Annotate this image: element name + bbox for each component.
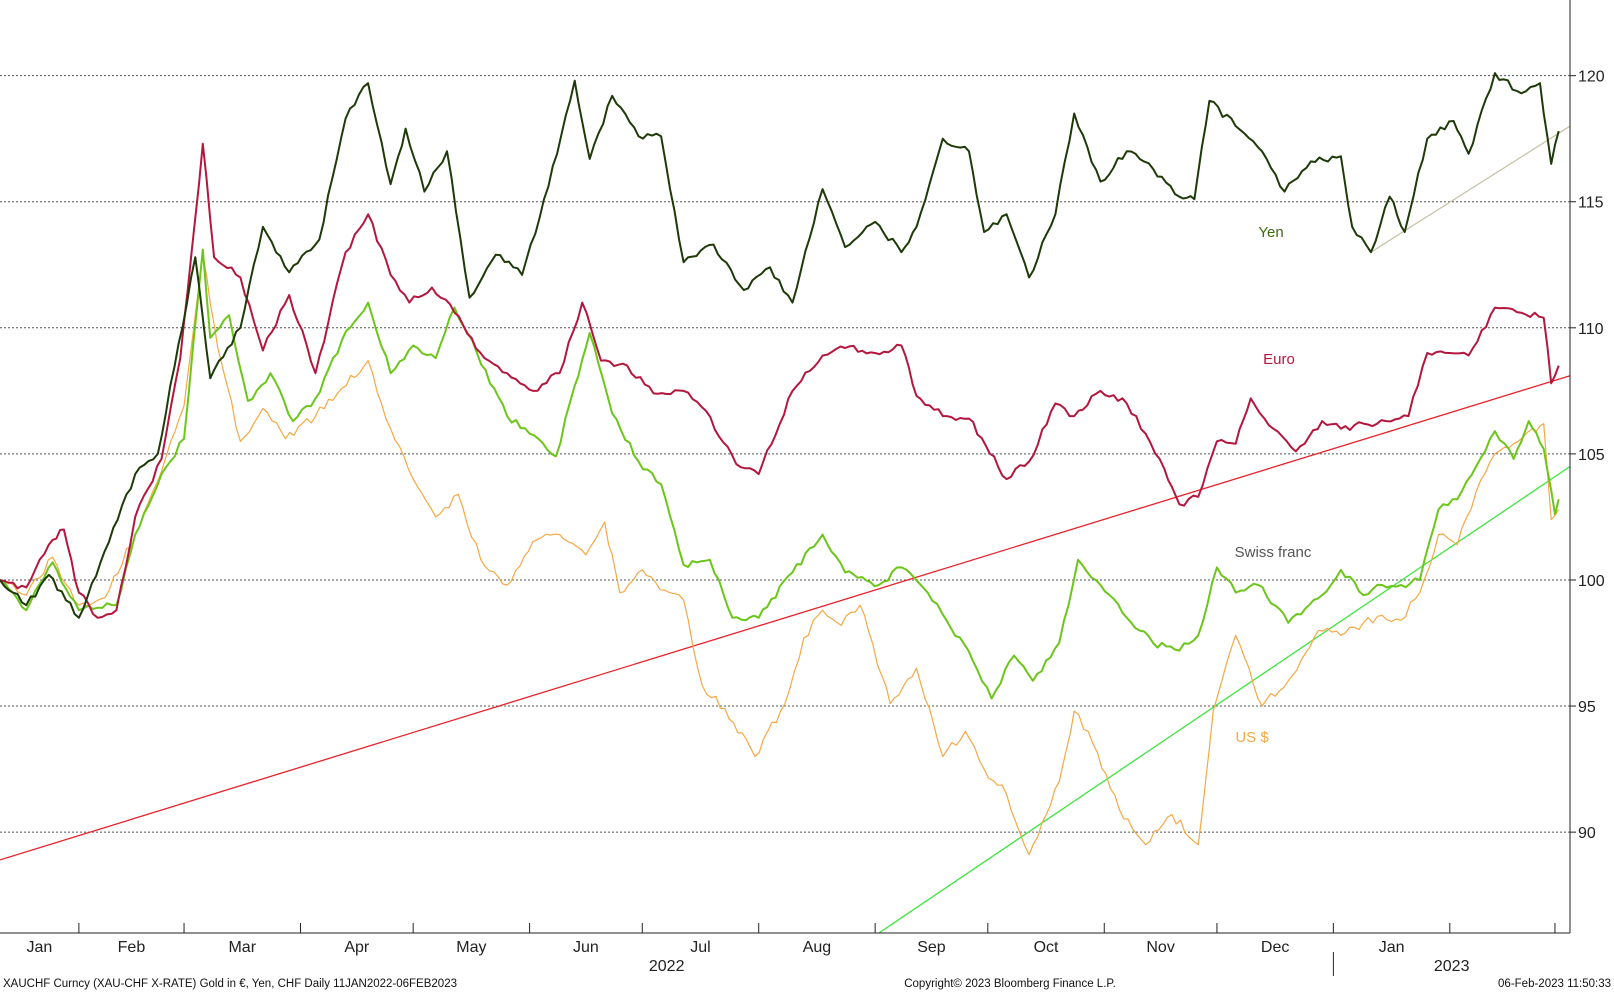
y-tick-label-100: 100 — [1578, 573, 1605, 590]
series-line-chf — [0, 248, 1560, 700]
series-label-euro: Euro — [1263, 351, 1295, 368]
footer-copyright: Copyright© 2023 Bloomberg Finance L.P. — [904, 978, 1116, 990]
y-tick-label-90: 90 — [1578, 825, 1596, 842]
series-label-swiss-franc: Swiss franc — [1235, 544, 1312, 561]
x-month-label-12: Jan — [1379, 939, 1405, 956]
x-month-label-6: Jul — [690, 939, 710, 956]
series-line-euro — [0, 142, 1560, 619]
x-month-label-10: Nov — [1146, 939, 1174, 956]
year-label-2023: 2023 — [1434, 958, 1470, 975]
trendline-0 — [0, 375, 1571, 861]
axes: 90 95 100 105 110 115 120 Jan Feb Mar Apr May Jun Jul… — [0, 0, 1605, 976]
x-month-label-5: Jun — [573, 939, 599, 956]
year-label-2022: 2022 — [649, 958, 685, 975]
y-tick-label-105: 105 — [1578, 447, 1605, 464]
x-month-label-7: Aug — [803, 939, 831, 956]
x-month-label-9: Oct — [1034, 939, 1059, 956]
series-line-yen — [0, 72, 1560, 619]
trendlines — [0, 125, 1571, 934]
footer-ticker-description: XAUCHF Curncy (XAU-CHF X-RATE) Gold in €… — [3, 978, 457, 990]
y-tick-label-110: 110 — [1578, 321, 1604, 338]
x-month-label-11: Dec — [1261, 939, 1289, 956]
x-month-label-0: Jan — [27, 939, 53, 956]
trendline-1 — [878, 465, 1571, 934]
y-tick-label-95: 95 — [1578, 699, 1596, 716]
footer: XAUCHF Curncy (XAU-CHF X-RATE) Gold in €… — [3, 978, 1611, 990]
series-label-us-dollar: US $ — [1235, 729, 1269, 746]
trendline-2 — [1370, 125, 1571, 253]
x-month-label-1: Feb — [118, 939, 146, 956]
series-label-yen: Yen — [1258, 224, 1283, 241]
y-tick-label-120: 120 — [1578, 69, 1605, 86]
y-tick-label-115: 115 — [1578, 195, 1604, 212]
grid-lines — [0, 75, 1570, 833]
series-lines — [0, 72, 1560, 856]
series-line-usd — [0, 254, 1560, 856]
x-month-label-3: Apr — [344, 939, 370, 956]
series-labels: Yen Euro Swiss franc US $ — [1235, 224, 1312, 746]
x-month-label-4: May — [456, 939, 486, 956]
x-month-label-2: Mar — [228, 939, 256, 956]
x-month-label-8: Sep — [917, 939, 946, 956]
footer-timestamp: 06-Feb-2023 11:50:33 — [1498, 978, 1611, 990]
